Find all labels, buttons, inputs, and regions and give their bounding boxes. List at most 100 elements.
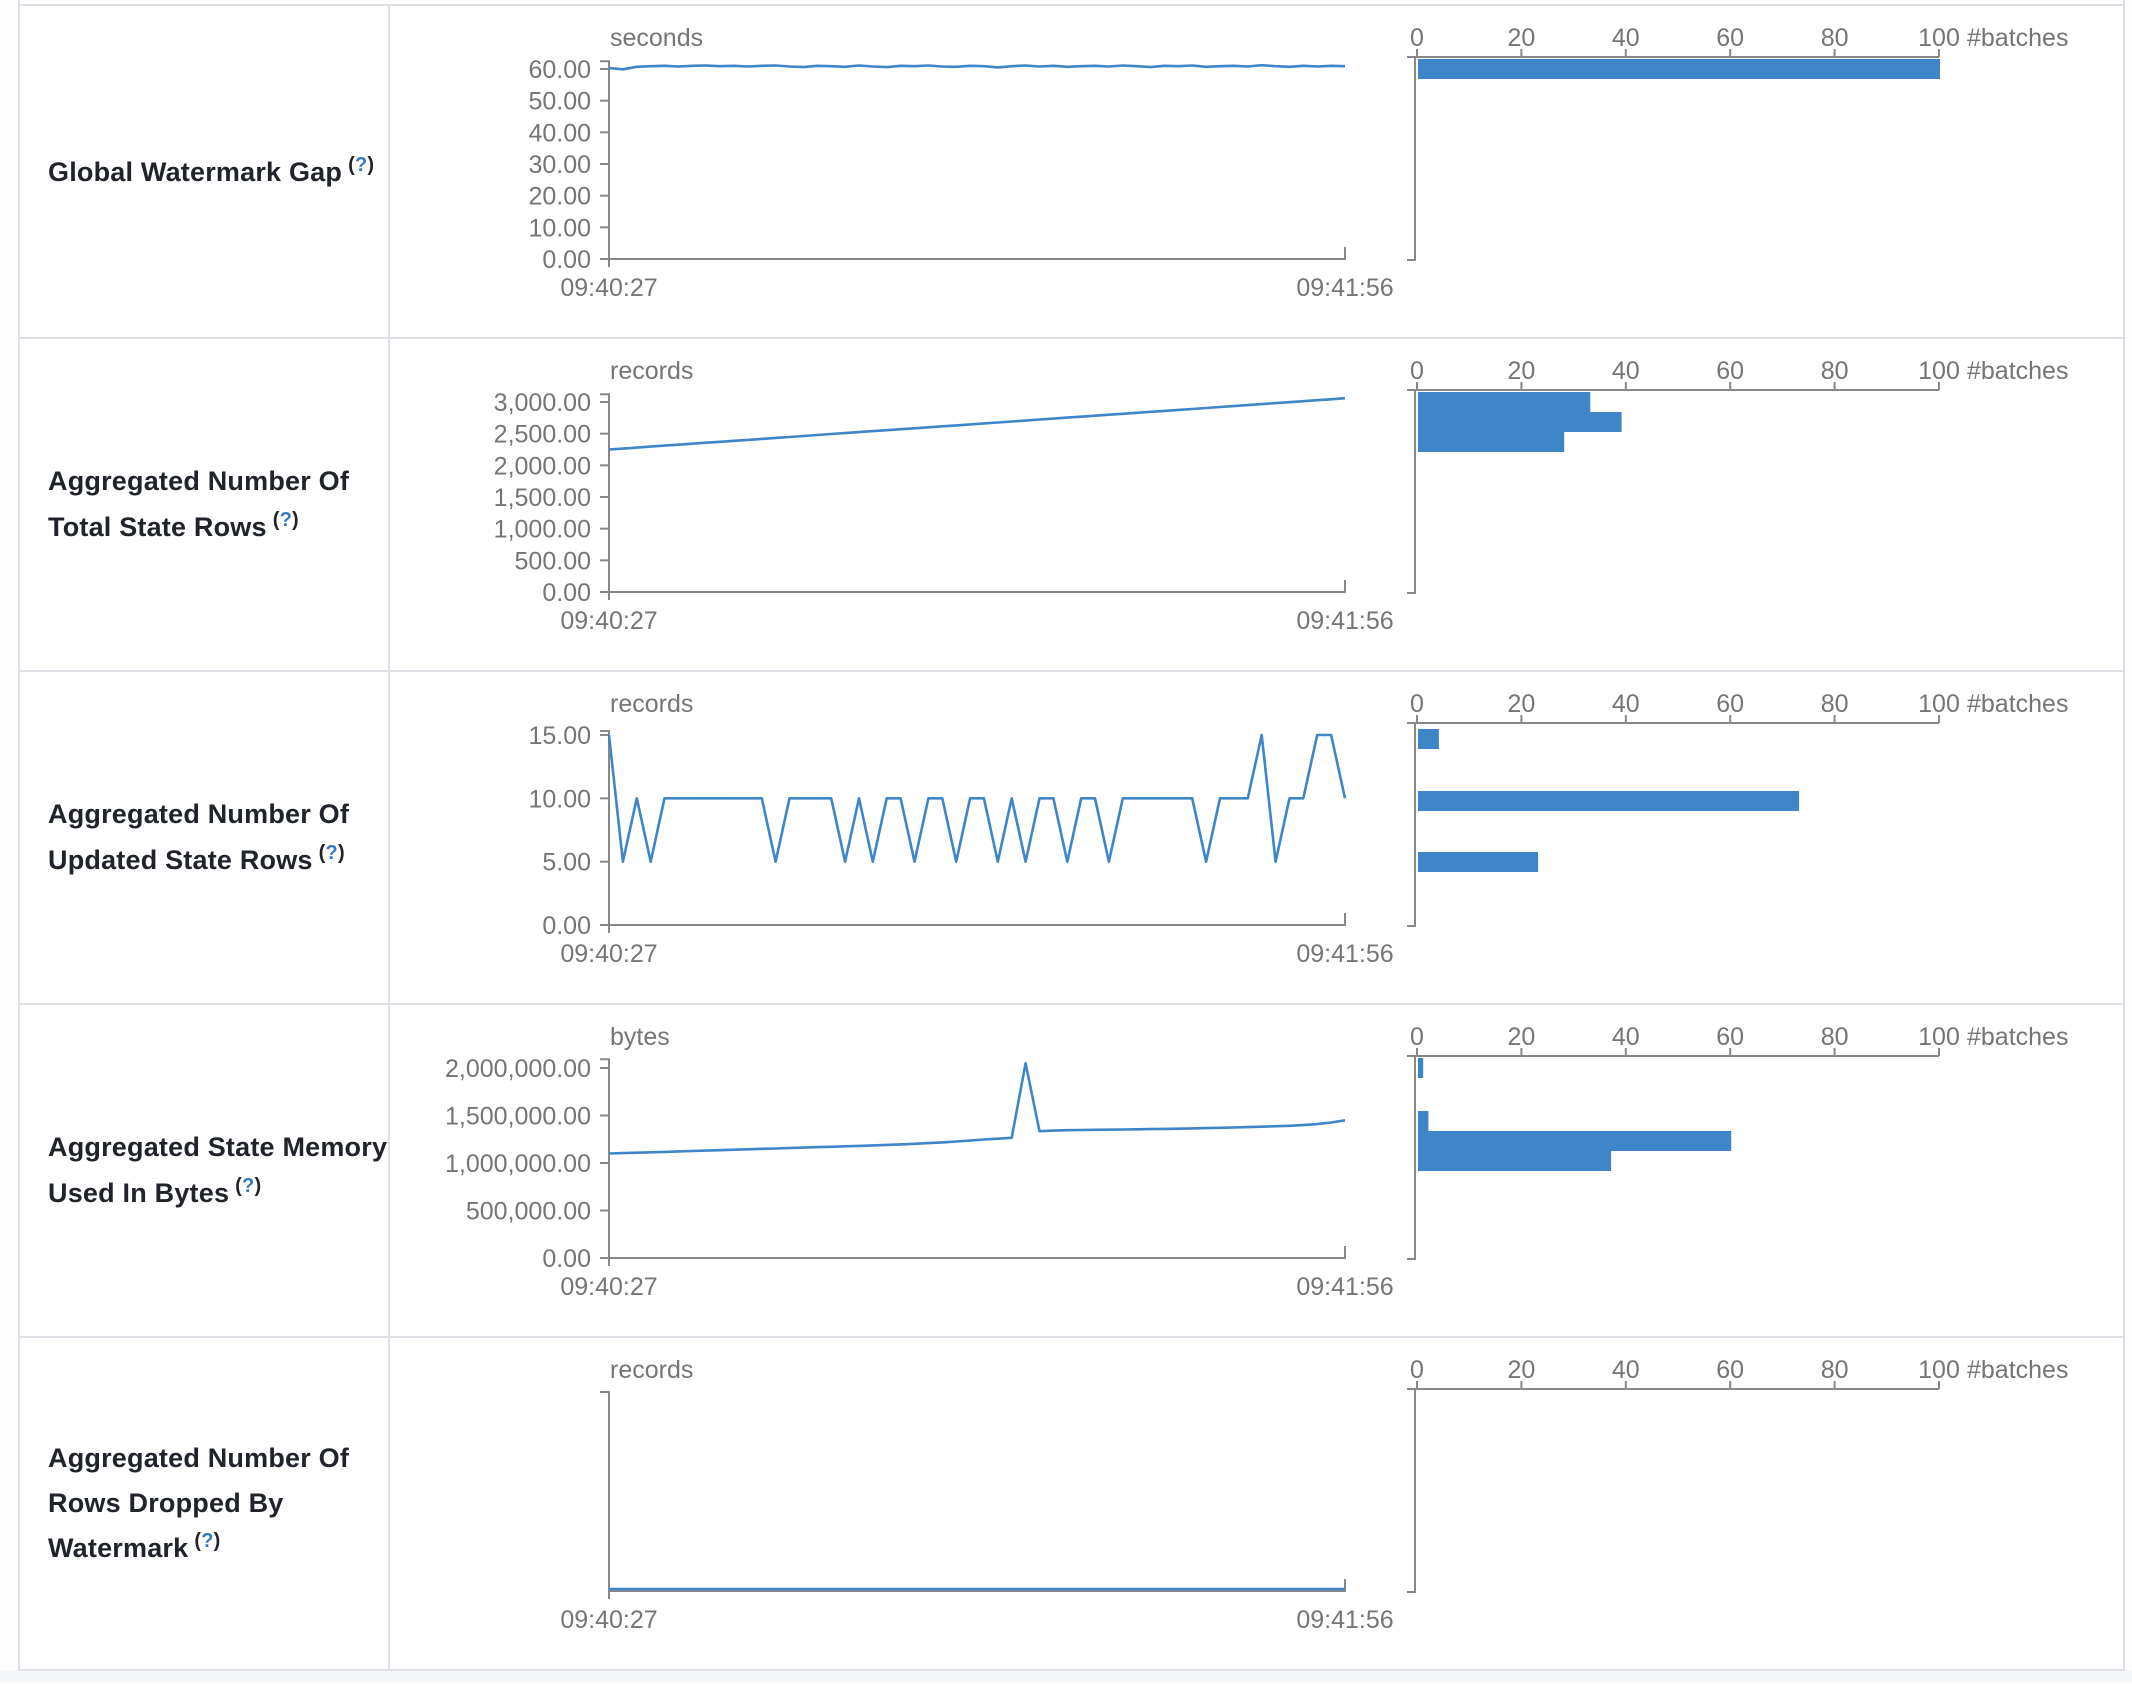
- histogram-x-tick-label: 80: [1821, 1023, 1849, 1051]
- histogram-x-tick-label: 20: [1507, 1356, 1535, 1384]
- histogram-bar: [1418, 59, 1940, 79]
- timeline-y-tick-label: 0.00: [542, 579, 591, 607]
- help-link[interactable]: (?): [319, 842, 345, 864]
- help-link[interactable]: (?): [273, 509, 299, 531]
- timeline-y-axis: [600, 1391, 610, 1591]
- histogram-y-axis: [1407, 1056, 1416, 1260]
- histogram-x-tick-label: 80: [1821, 1356, 1849, 1384]
- help-paren-open: (: [348, 153, 355, 176]
- streaming-statistics-table: Global Watermark Gap (?) seconds 0.00 10.00…: [18, 0, 2125, 1671]
- help-link[interactable]: (?): [235, 1175, 261, 1197]
- histogram-x-tick-label: 100: [1918, 357, 1960, 385]
- help-link[interactable]: (?): [194, 1530, 220, 1552]
- metric-charts-cell: records 09:40:27 09:41:56 0 20 40 60 80 100 #batc…: [390, 1338, 2123, 1669]
- timeline-x-end-label: 09:41:56: [1296, 607, 1393, 635]
- histogram-bar: [1418, 1151, 1612, 1171]
- histogram-x-tick-label: 100: [1918, 1023, 1960, 1051]
- help-paren-close: ): [254, 1175, 262, 1197]
- timeline-unit-label: records: [610, 690, 693, 718]
- histogram-x-tick-label: 20: [1507, 690, 1535, 718]
- timeline-y-tick-label: 30.00: [528, 151, 591, 179]
- metric-label: Aggregated State Memory Used In Bytes (?): [48, 1125, 388, 1215]
- histogram-x-tick-label: 20: [1507, 1023, 1535, 1051]
- previous-row-sliver: [20, 0, 2123, 4]
- metric-label-cell: Aggregated Number Of Total State Rows (?): [20, 339, 390, 670]
- timeline-unit-label: bytes: [610, 1023, 670, 1051]
- help-question-icon[interactable]: ?: [201, 1530, 214, 1553]
- help-paren-close: ): [213, 1530, 221, 1553]
- histogram-x-tick-label: 40: [1612, 690, 1640, 718]
- help-paren-open: (: [194, 1530, 202, 1553]
- timeline-x-axis: [608, 913, 1346, 933]
- histogram-bar: [1418, 412, 1622, 432]
- histogram-x-tick-label: 40: [1612, 357, 1640, 385]
- help-question-icon[interactable]: ?: [354, 153, 368, 176]
- histogram-x-tick-label: 100: [1918, 1356, 1960, 1384]
- timeline-y-tick-label: 0.00: [542, 912, 591, 940]
- metric-row-4: Aggregated State Memory Used In Bytes (?)…: [20, 1003, 2123, 1336]
- help-question-icon[interactable]: ?: [279, 509, 293, 531]
- metric-name: Aggregated Number Of Updated State Rows: [48, 799, 350, 875]
- histogram-x-tick-label: 0: [1410, 690, 1424, 718]
- histogram-bar: [1418, 1111, 1429, 1131]
- help-paren-close: ): [292, 509, 299, 531]
- histogram-x-tick-label: 60: [1716, 357, 1744, 385]
- histogram-x-tick-label: 0: [1410, 1023, 1424, 1051]
- histogram-bar: [1418, 432, 1565, 452]
- metric-charts-cell: records 0.00 500.00 1,000.00 1,500.00 2,000.0…: [390, 339, 2123, 670]
- metric-charts-svg: bytes 0.00 500,000.00 1,000,000.00 1,500,000…: [445, 1023, 2068, 1301]
- histogram-x-tick-label: 0: [1410, 24, 1424, 52]
- histogram-bar: [1418, 729, 1439, 749]
- histogram-x-tick-label: 40: [1612, 24, 1640, 52]
- help-question-icon[interactable]: ?: [242, 1175, 255, 1197]
- timeline-y-axis: [600, 60, 610, 259]
- histogram-axis-unit-label: #batches: [1967, 1023, 2068, 1051]
- timeline-x-start-label: 09:40:27: [560, 1606, 657, 1634]
- histogram-axis-unit-label: #batches: [1967, 24, 2068, 52]
- help-paren-open: (: [235, 1175, 243, 1197]
- histogram-x-tick-label: 60: [1716, 24, 1744, 52]
- timeline-y-tick-label: 15.00: [528, 722, 591, 750]
- metric-charts-svg: records 0.00 500.00 1,000.00 1,500.00 2,000.0…: [494, 357, 2069, 635]
- histogram-x-tick-label: 80: [1821, 24, 1849, 52]
- timeline-y-tick-label: 1,500.00: [494, 484, 591, 512]
- metric-charts-cell: seconds 0.00 10.00 20.00 30.00 40.00 50.00 60.0…: [390, 6, 2123, 337]
- help-paren-close: ): [367, 153, 375, 176]
- timeline-line: [608, 396, 1346, 451]
- timeline-unit-label: records: [610, 1356, 693, 1384]
- histogram-x-tick-label: 80: [1821, 690, 1849, 718]
- metric-name: Aggregated Number Of Rows Dropped By Wat…: [48, 1443, 350, 1564]
- timeline-x-axis: [608, 1579, 1346, 1599]
- timeline-y-tick-label: 1,000.00: [494, 516, 591, 544]
- timeline-x-start-label: 09:40:27: [560, 940, 657, 968]
- histogram-x-tick-label: 60: [1716, 690, 1744, 718]
- histogram-x-tick-label: 60: [1716, 1023, 1744, 1051]
- timeline-x-start-label: 09:40:27: [560, 274, 657, 302]
- timeline-x-end-label: 09:41:56: [1296, 1606, 1393, 1634]
- histogram-y-axis: [1407, 57, 1416, 261]
- histogram-axis-unit-label: #batches: [1967, 1356, 2068, 1384]
- timeline-x-axis: [608, 580, 1346, 600]
- metric-label-cell: Aggregated Number Of Updated State Rows(…: [20, 672, 390, 1003]
- timeline-x-end-label: 09:41:56: [1296, 274, 1393, 302]
- help-question-icon[interactable]: ?: [325, 842, 338, 864]
- metric-label: Aggregated Number Of Rows Dropped By Wat…: [48, 1436, 388, 1571]
- metric-label-cell: Aggregated State Memory Used In Bytes (?): [20, 1005, 390, 1336]
- timeline-y-tick-label: 2,000.00: [494, 452, 591, 480]
- timeline-y-tick-label: 1,500,000.00: [445, 1103, 591, 1131]
- metric-label: Global Watermark Gap (?): [48, 149, 374, 195]
- histogram-x-tick-label: 100: [1918, 24, 1960, 52]
- help-paren-open: (: [318, 842, 326, 864]
- help-link[interactable]: (?): [348, 154, 374, 176]
- timeline-y-tick-label: 3,000.00: [494, 389, 591, 417]
- timeline-y-tick-label: 60.00: [528, 56, 591, 84]
- histogram-x-tick-label: 20: [1507, 357, 1535, 385]
- timeline-y-axis: [600, 730, 610, 925]
- histogram-bar: [1418, 1131, 1732, 1151]
- metric-name: Aggregated Number Of Total State Rows: [48, 466, 350, 542]
- page-background-strip: [0, 1671, 2132, 1683]
- timeline-y-tick-label: 500,000.00: [466, 1198, 591, 1226]
- timeline-y-axis: [600, 393, 610, 592]
- help-paren-open: (: [272, 509, 280, 531]
- histogram-y-axis: [1407, 723, 1416, 927]
